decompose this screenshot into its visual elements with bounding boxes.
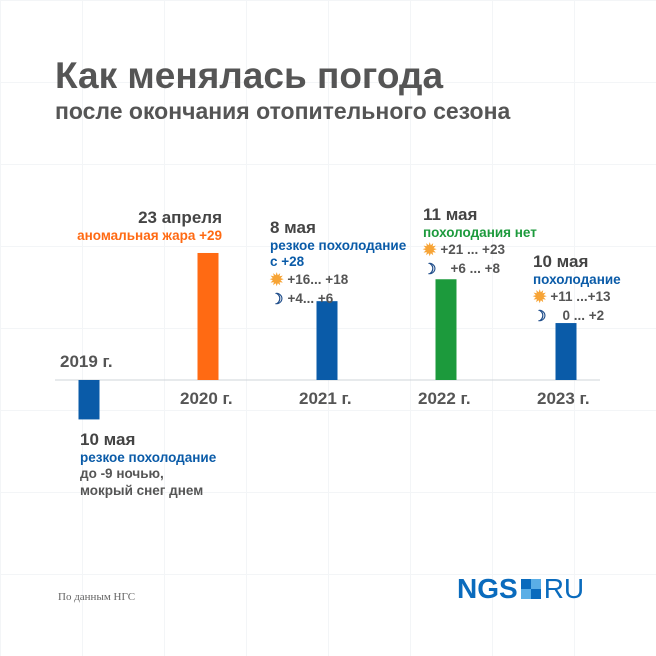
annotation-2023: 10 мая похолодание ✹ +11 ...+13 ☽ 0 ... +2 (533, 252, 621, 325)
bar-2020 (197, 252, 219, 380)
annotation-date: 23 апреля (138, 208, 222, 227)
annotation-line: мокрый снег днем (80, 483, 204, 498)
bar-2022 (435, 279, 457, 380)
annotation-2021: 8 мая резкое похолодание с +28 ✹ +16... +… (270, 218, 415, 308)
tick-label-2023: 2023 г. (537, 389, 590, 408)
night-temp: +4... +6 (287, 291, 334, 306)
tick-label-2021: 2021 г. (299, 389, 352, 408)
moon-icon: ☽ (533, 307, 547, 325)
annotation-headline: похолодания нет (423, 225, 537, 240)
moon-icon: ☽ (423, 260, 437, 278)
tick-label-2020: 2020 г. (180, 389, 233, 408)
sun-icon: ✹ (423, 241, 437, 259)
annotation-2020: 23 апреля аномальная жара +29 (66, 208, 222, 243)
annotation-headline: резкое похолодание с +28 (270, 238, 407, 269)
tick-label-2022: 2022 г. (418, 389, 471, 408)
sun-icon: ✹ (270, 271, 284, 289)
night-temp: +6 ... +8 (450, 261, 500, 276)
day-temp: +11 ...+13 (550, 289, 611, 304)
annotation-date: 11 мая (423, 205, 478, 224)
annotation-headline: резкое похолодание (80, 450, 217, 465)
tick-label-2019: 2019 г. (60, 352, 113, 371)
sun-icon: ✹ (533, 288, 547, 306)
annotation-date: 8 мая (270, 218, 316, 237)
annotation-2019: 10 мая резкое похолодание до -9 ночью, м… (80, 430, 216, 499)
moon-icon: ☽ (270, 290, 284, 308)
bar-2019 (78, 380, 100, 420)
annotation-headline: похолодание (533, 272, 621, 287)
logo-square-icon (520, 579, 541, 599)
subtitle: после окончания отопительного сезона (55, 98, 511, 124)
annotation-line: до -9 ночью, (80, 466, 164, 481)
annotation-date: 10 мая (80, 430, 136, 449)
logo-right: RU (543, 573, 585, 604)
annotation-headline: аномальная жара +29 (77, 228, 222, 243)
annotation-2022: 11 мая похолодания нет ✹ +21 ... +23 ☽ +6 … (423, 205, 537, 278)
source-note: По данным НГС (58, 591, 136, 603)
title: Как менялась погода (55, 55, 444, 96)
ngs-logo: NGS RU (457, 573, 584, 605)
bar-2021 (316, 301, 338, 380)
annotation-date: 10 мая (533, 252, 589, 271)
logo-left: NGS (457, 573, 518, 604)
bar-2023 (555, 323, 577, 380)
day-temp: +21 ... +23 (440, 242, 505, 257)
night-temp: 0 ... +2 (562, 308, 605, 323)
day-temp: +16... +18 (287, 272, 349, 287)
